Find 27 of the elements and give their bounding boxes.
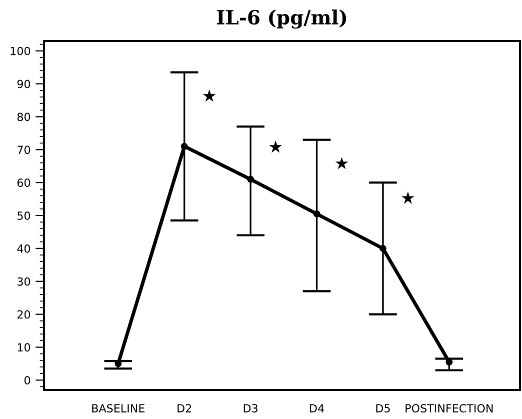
y-tick-label: 60	[17, 178, 30, 187]
y-tick-label: 80	[17, 112, 30, 122]
point	[313, 210, 320, 218]
point	[379, 244, 386, 252]
annotation: ★	[202, 90, 216, 102]
point	[247, 176, 254, 183]
point	[180, 142, 188, 150]
y-tick-label: 10	[18, 343, 30, 352]
x-tick-label: POSTINFECTION	[406, 404, 493, 412]
annotation: ★	[402, 192, 414, 204]
point	[446, 358, 453, 366]
annotation: ★	[269, 140, 282, 153]
y-tick-label: 20	[17, 310, 30, 319]
chart-title: IL-6 (pg/ml)	[217, 10, 346, 29]
x-tick-label: D5	[376, 404, 390, 412]
y-tick-label: 0	[24, 376, 30, 384]
x-tick-label: BASELINE	[92, 404, 144, 412]
y-tick-label: 40	[17, 244, 30, 253]
y-tick-label: 70	[18, 146, 30, 154]
x-tick-label: D4	[310, 404, 324, 412]
y-tick-label: 90	[17, 80, 30, 88]
x-tick-label: D3	[244, 404, 258, 412]
annotation: ★	[335, 157, 348, 170]
y-tick-label: 100	[10, 46, 30, 56]
y-tick-label: 50	[18, 211, 30, 220]
y-tick-label: 30	[18, 277, 30, 286]
x-tick-label: D2	[178, 404, 192, 412]
